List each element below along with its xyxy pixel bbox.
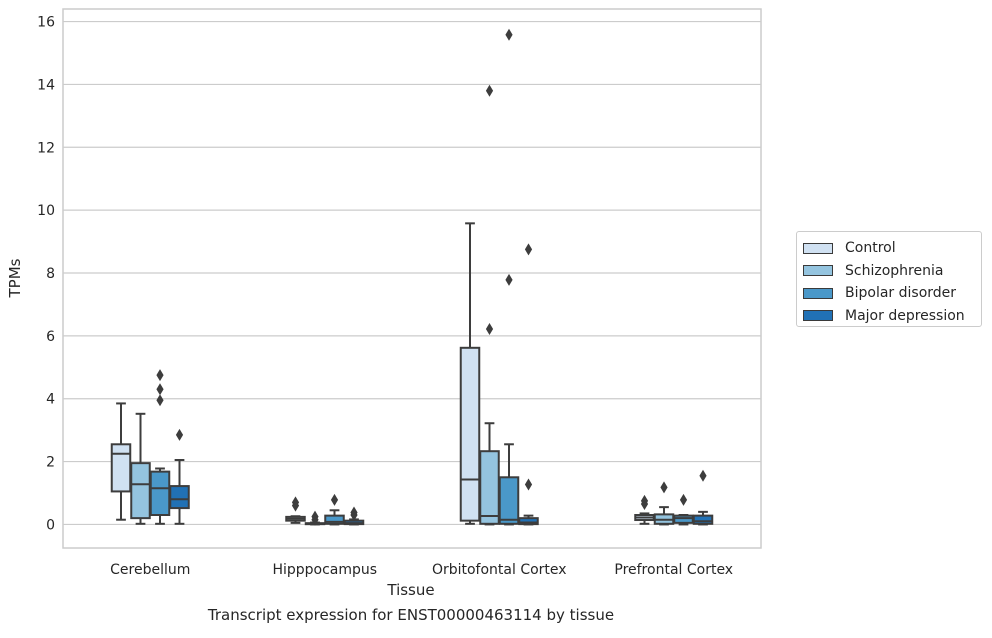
legend-swatch: [803, 310, 833, 322]
y-tick-label: 16: [37, 15, 55, 31]
legend: Control Schizophrenia Bipolar disorder Majo…: [796, 231, 982, 327]
box-outlier: [156, 394, 164, 407]
box-outlier: [699, 469, 707, 482]
box-group: [169, 428, 190, 525]
box-group: [634, 494, 655, 525]
box-outlier: [330, 493, 339, 506]
y-tick-label: 14: [37, 77, 55, 93]
box-outlier: [660, 481, 668, 494]
box-group: [479, 84, 500, 526]
box-outlier: [524, 243, 533, 256]
plot-frame: [62, 8, 762, 549]
box-group: [653, 481, 675, 526]
box-group: [110, 402, 132, 521]
y-tick-label: 10: [37, 203, 55, 219]
box-body: [498, 476, 520, 525]
grid-layer: [63, 20, 761, 526]
box-outlier: [505, 28, 513, 41]
legend-swatch: [803, 265, 833, 277]
box-body: [130, 462, 151, 520]
box-outlier: [311, 510, 319, 523]
legend-label: Schizophrenia: [845, 262, 944, 279]
x-tick-label: Orbitofontal Cortex: [432, 562, 567, 578]
legend-swatch: [803, 242, 833, 254]
x-tick-labels: Cerebellum Hipppocampus Orbitofontal Corte…: [110, 562, 733, 578]
box-outlier: [679, 493, 688, 506]
box-outlier: [485, 84, 494, 97]
chart-caption: Transcript expression for ENST0000046311…: [207, 606, 615, 624]
box-outlier: [156, 369, 164, 382]
legend-label: Bipolar disorder: [845, 285, 957, 302]
box-outlier: [291, 496, 300, 509]
box-group: [149, 369, 171, 525]
box-outlier: [505, 273, 513, 286]
box-group: [673, 493, 694, 526]
box-body: [149, 470, 171, 516]
y-tick-label: 4: [46, 392, 55, 408]
box-layer: [110, 28, 714, 526]
box-group: [324, 493, 345, 526]
y-tick-labels: 0 2 4 6 8 10 12 14 16: [37, 15, 55, 534]
box-body: [459, 346, 481, 522]
legend-item: Bipolar disorder: [803, 282, 981, 305]
box-group: [692, 469, 714, 526]
legend-item: Major depression: [803, 305, 981, 328]
box-group: [304, 510, 326, 526]
box-outlier: [524, 478, 533, 491]
y-tick-label: 0: [46, 517, 55, 533]
box-outlier: [156, 383, 164, 396]
box-body: [169, 485, 190, 510]
box-group: [343, 506, 365, 526]
box-outlier: [175, 428, 184, 441]
box-outlier: [640, 494, 649, 507]
box-body: [110, 443, 132, 493]
y-tick-label: 12: [37, 140, 55, 156]
box-body: [479, 450, 500, 525]
x-tick-label: Hipppocampus: [272, 562, 377, 578]
box-body: [518, 517, 539, 526]
box-outlier: [350, 506, 358, 519]
x-tick-label: Prefrontal Cortex: [614, 562, 733, 578]
x-axis-label: Tissue: [386, 581, 434, 599]
box-body: [673, 514, 694, 524]
legend-label: Control: [845, 240, 896, 257]
box-group: [459, 222, 481, 525]
box-group: [130, 412, 151, 525]
legend-label: Major depression: [845, 307, 965, 324]
legend-item: Control: [803, 237, 981, 260]
box-body: [692, 514, 714, 525]
box-outlier: [485, 322, 494, 335]
x-tick-label: Cerebellum: [110, 562, 190, 578]
legend-swatch: [803, 287, 833, 299]
y-tick-label: 6: [46, 329, 55, 345]
box-group: [285, 496, 306, 524]
box-group: [498, 28, 520, 526]
box-group: [518, 243, 539, 526]
y-axis-label: TPMs: [6, 258, 24, 298]
y-tick-label: 2: [46, 455, 55, 471]
y-tick-label: 8: [46, 266, 55, 282]
legend-item: Schizophrenia: [803, 260, 981, 283]
